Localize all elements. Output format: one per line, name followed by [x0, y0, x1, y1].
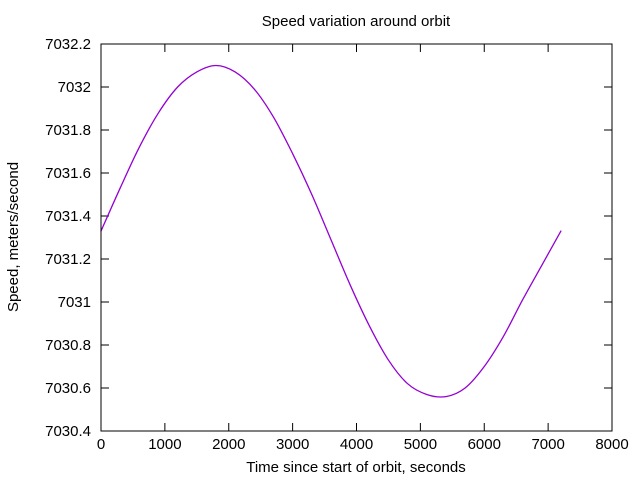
y-tick-label: 7032.2	[45, 36, 91, 53]
x-tick-label: 8000	[595, 436, 628, 453]
y-tick-label: 7031	[58, 294, 91, 311]
plot-frame	[100, 43, 613, 432]
series-line-speed	[100, 64, 562, 398]
chart-title: Speed variation around orbit	[262, 13, 451, 30]
y-tick-label: 7031.8	[45, 122, 91, 139]
y-tick-label: 7031.6	[45, 165, 91, 182]
y-tick-label: 7032	[58, 79, 91, 96]
y-axis-ticks: 7030.4 7030.6 7030.8 7031 7031.2 7031.4 7031.6…	[45, 36, 612, 440]
x-tick-label: 1000	[148, 436, 181, 453]
x-tick-label: 3000	[276, 436, 309, 453]
x-axis-ticks: 0 1000 2000 3000 4000 5000 6000 7000 8000	[97, 44, 629, 453]
x-tick-label: 6000	[468, 436, 501, 453]
x-tick-label: 5000	[404, 436, 437, 453]
x-tick-label: 2000	[212, 436, 245, 453]
y-tick-label: 7030.6	[45, 380, 91, 397]
x-tick-label: 7000	[531, 436, 564, 453]
x-tick-label: 4000	[340, 436, 373, 453]
x-axis-label: Time since start of orbit, seconds	[246, 459, 466, 476]
y-tick-label: 7030.8	[45, 337, 91, 354]
y-tick-label: 7031.4	[45, 208, 91, 225]
y-tick-label: 7031.2	[45, 251, 91, 268]
x-tick-label: 0	[97, 436, 105, 453]
y-axis-label: Speed, meters/second	[5, 162, 22, 312]
y-tick-label: 7030.4	[45, 423, 91, 440]
series-layer	[100, 64, 562, 398]
